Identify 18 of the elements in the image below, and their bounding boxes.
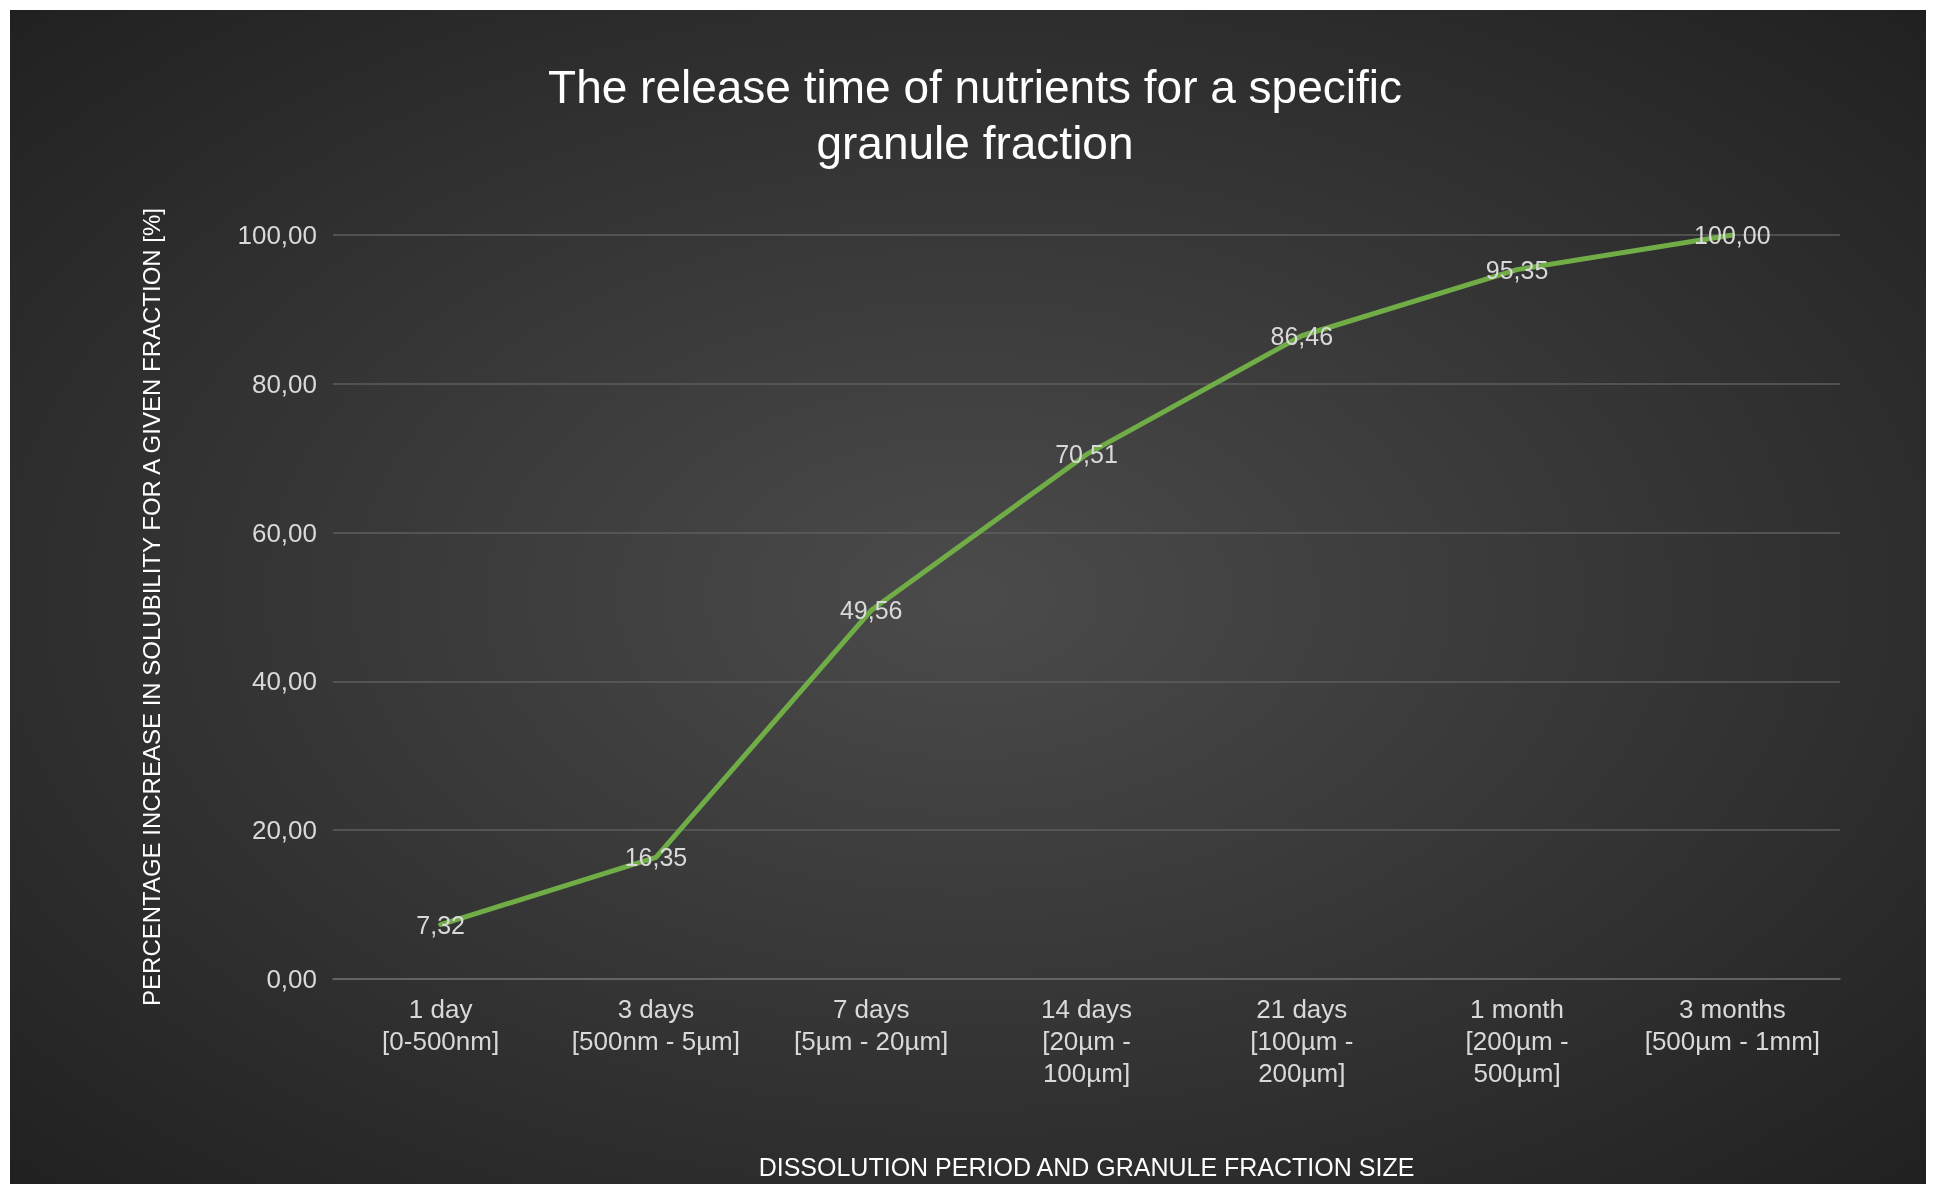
x-tick-label: 21 days [100µm - 200µm] bbox=[1250, 994, 1354, 1088]
data-label: 100,00 bbox=[1694, 221, 1771, 249]
x-tick-label: 1 day [0-500nm] bbox=[382, 994, 500, 1056]
chart-title: The release time of nutrients for a specific granule fraction bbox=[548, 61, 1402, 169]
y-tick-label: 0,00 bbox=[266, 964, 317, 994]
x-axis-title: DISSOLUTION PERIOD AND GRANULE FRACTION SIZE bbox=[758, 1152, 1415, 1181]
y-axis-title: PERCENTAGE INCREASE IN SOLUBILITY FOR A GIVEN FRACTION [%] bbox=[137, 208, 165, 1006]
y-tick-label: 60,00 bbox=[251, 517, 317, 548]
y-tick-label: 100,00 bbox=[237, 220, 317, 250]
x-tick-label: 3 months [500µm - 1mm] bbox=[1644, 994, 1821, 1056]
x-tick-label: 3 days [500nm - 5µm] bbox=[571, 994, 741, 1056]
x-tick-label: 1 month [200µm - 500µm] bbox=[1465, 994, 1569, 1088]
data-label: 7,32 bbox=[416, 910, 465, 939]
y-tick-label: 40,00 bbox=[251, 666, 317, 697]
x-tick-label: 14 days [20µm - 100µm] bbox=[1040, 994, 1133, 1088]
y-tick-label: 20,00 bbox=[251, 815, 317, 846]
x-tick-label: 7 days [5µm - 20µm] bbox=[794, 994, 949, 1056]
y-tick-label: 80,00 bbox=[251, 368, 317, 399]
